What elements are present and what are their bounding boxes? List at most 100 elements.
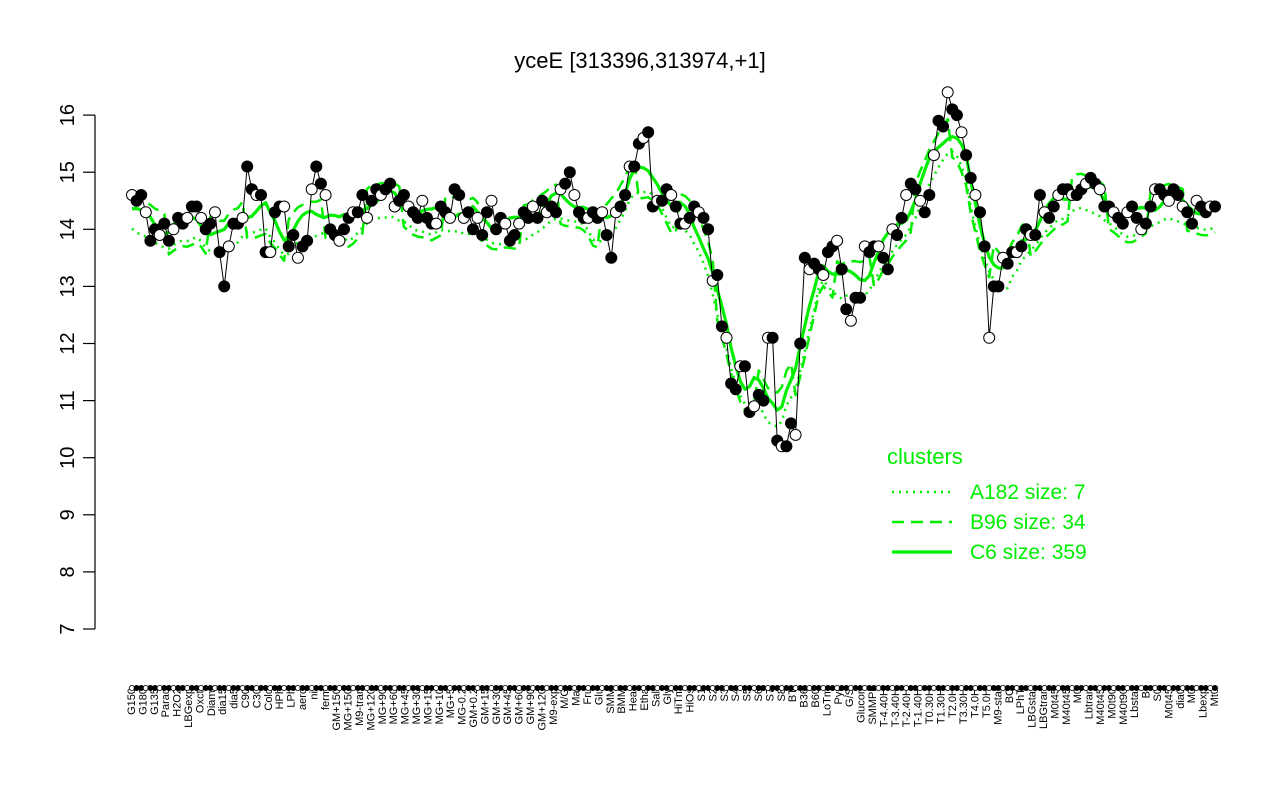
data-point [960,149,973,162]
data-point [614,200,627,213]
data-point [697,211,710,224]
data-point [669,200,682,213]
data-point [766,331,779,344]
data-point [872,240,885,253]
cluster-lines [131,117,1217,429]
data-point [1047,200,1060,213]
data-point [236,211,249,224]
x-tick-label: T5.0H [981,688,993,718]
x-tick-label: T3.30H [958,688,970,724]
data-point [351,206,364,219]
x-tick-label: G180 [137,688,149,715]
data-point [1209,200,1221,213]
x-tick-label: T2.0H [947,688,959,718]
chart-title: yceE [313396,313974,+1] [514,48,765,73]
data-point [462,206,475,219]
data-point [255,189,267,201]
x-tick-label: M40t90 [1118,688,1130,725]
data-point [964,171,977,184]
x-tick-label: M0 [1072,688,1084,703]
x-tick-label: M0 [1186,688,1198,703]
x-tick-label: G135 [149,688,161,715]
data-point [430,217,443,230]
data-point [642,126,655,139]
x-tick-label: GM+120 [536,688,548,731]
x-tick-label: HiTm [673,688,685,714]
x-tick-label: LPhT [1015,688,1027,715]
x-tick-label: T-4.40H [878,688,890,727]
data-point [153,229,166,241]
data-point [955,126,968,139]
x-tick-label: Fru [582,688,594,705]
data-point [605,251,618,264]
data-point [969,189,982,201]
data-point [1043,211,1056,224]
data-point [310,160,323,173]
data-point [1144,200,1157,213]
data-point [513,217,526,230]
data-point [536,194,549,207]
data-point [356,189,369,201]
data-point [1130,211,1143,224]
x-tick-label: Gly [662,688,674,705]
data-point [195,211,208,224]
data-point [628,160,641,173]
data-point [213,246,226,259]
x-tick-label: S0 [1152,688,1164,701]
x-tick-label: Etha [639,687,651,711]
x-tick-label: SMM [605,688,617,714]
data-point [1186,217,1198,230]
data-point [909,183,922,196]
data-point [711,269,724,281]
x-tick-label: BC [1004,688,1016,703]
cluster-line-dashed [131,117,1216,412]
data-point [158,217,171,230]
x-tick-label: T-2.40H [901,688,913,727]
cluster-line-solid [131,135,1217,412]
data-point [785,417,797,430]
data-point [278,200,291,213]
x-tick-label: C90 [240,688,252,708]
x-tick-label: S3 [719,688,731,701]
data-point [319,189,332,201]
data-point [305,183,318,196]
data-point [1093,183,1106,196]
data-point [665,189,678,201]
x-tick-label: T-3.40H [890,688,902,727]
data-point [467,223,479,236]
x-tick-label: Mal [571,688,583,706]
data-point [531,211,544,224]
x-tick-label: S4 [730,688,742,701]
data-point [1015,240,1028,253]
data-point [891,229,903,241]
x-tick-label: Glucon [856,688,868,723]
data-point [918,206,931,219]
x-tick-label: M0t90 [1106,688,1118,719]
data-point [490,223,503,236]
y-tick-label: 8 [57,566,79,577]
x-tick-label: BMM [616,688,628,714]
y-tick-label: 14 [57,218,79,240]
x-tick-label: Oxctl [194,688,206,713]
data-point [895,211,908,224]
data-point [1116,217,1129,230]
data-point [748,400,761,413]
data-point [844,314,857,327]
x-axis: G150 G180 G135 Paraq H2O2 LBGexp Oxctl Diami dia… [126,685,1221,731]
cluster-line-dotted [131,150,1216,429]
x-tick-label: LoTm [821,688,833,716]
x-tick-label: S6 [753,688,765,701]
x-tick-label: MG+150 [343,688,355,731]
x-tick-label: GM+90 [525,688,537,724]
x-tick-label: Lbtran [1084,688,1096,719]
x-tick-label: MG+15 [422,688,434,724]
data-point [559,177,572,190]
data-point [135,189,148,201]
data-point [983,331,996,344]
x-tick-label: GM+15 [479,688,491,724]
x-tick-label: BT [787,688,799,702]
data-point [167,223,180,236]
data-point [526,200,539,213]
x-tick-label: nit [308,688,320,700]
